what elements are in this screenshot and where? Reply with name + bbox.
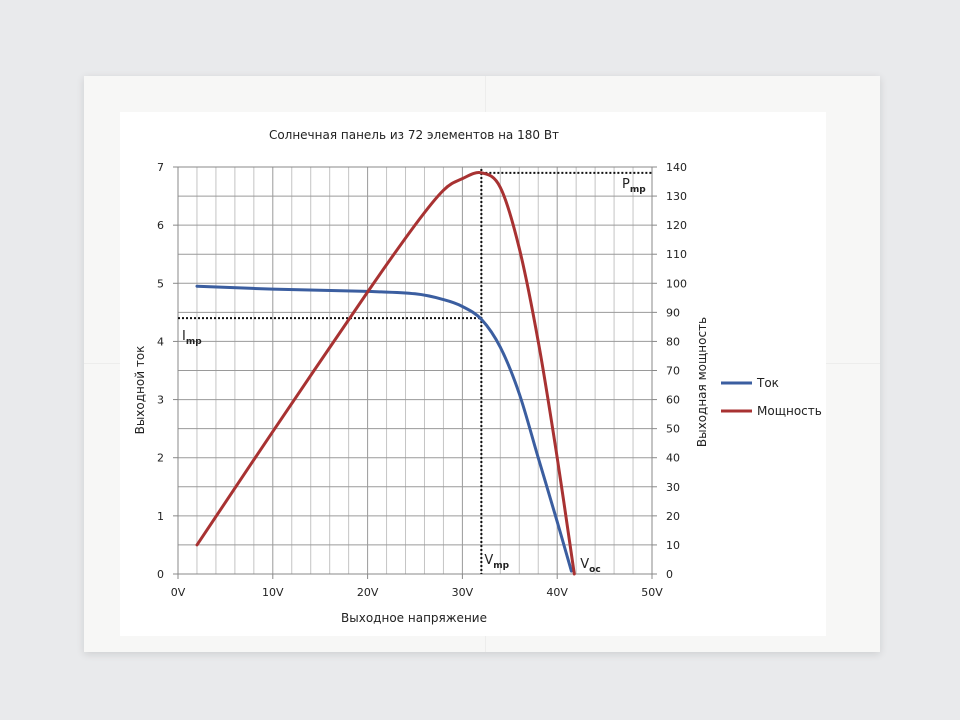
power-series-line bbox=[195, 171, 576, 576]
series-lines bbox=[195, 171, 576, 576]
y2-tick-label: 80 bbox=[666, 335, 680, 348]
y2-tick-label: 140 bbox=[666, 161, 687, 174]
y2-tick-label: 90 bbox=[666, 306, 680, 319]
x-axis-title: Выходное напряжение bbox=[341, 611, 487, 625]
y2-tick-label: 0 bbox=[666, 568, 673, 581]
chart-sheet: Солнечная панель из 72 элементов на 180 … bbox=[120, 112, 826, 636]
grid bbox=[177, 166, 653, 575]
plot-frame bbox=[173, 166, 657, 579]
y-tick-label: 5 bbox=[157, 277, 164, 290]
y-tick-labels: 0 1 2 3 4 5 6 7 bbox=[157, 161, 164, 581]
reference-lines bbox=[178, 169, 652, 574]
current-series-line bbox=[195, 284, 573, 573]
x-tick-label: 0V bbox=[171, 586, 186, 599]
y-tick-label: 7 bbox=[157, 161, 164, 174]
y2-tick-label: 20 bbox=[666, 510, 680, 523]
legend-label-current: Ток bbox=[756, 376, 779, 390]
x-tick-label: 50V bbox=[641, 586, 663, 599]
legend: Ток Мощность bbox=[721, 376, 822, 418]
vmp-annotation: Vmp bbox=[484, 553, 509, 571]
voc-annotation: Voc bbox=[580, 557, 600, 575]
y2-tick-label: 130 bbox=[666, 190, 687, 203]
y-axis-title: Выходной ток bbox=[133, 346, 147, 435]
y2-tick-label: 10 bbox=[666, 539, 680, 552]
pmp-annotation: Pmp bbox=[622, 177, 646, 195]
x-tick-label: 20V bbox=[357, 586, 379, 599]
y2-tick-label: 70 bbox=[666, 365, 680, 378]
y2-tick-label: 110 bbox=[666, 248, 687, 261]
y2-axis-title: Выходная мощность bbox=[695, 317, 709, 447]
x-tick-label: 30V bbox=[452, 586, 474, 599]
y-tick-label: 4 bbox=[157, 335, 164, 348]
x-tick-label: 10V bbox=[262, 586, 284, 599]
y-tick-label: 1 bbox=[157, 510, 164, 523]
y2-tick-label: 40 bbox=[666, 452, 680, 465]
legend-label-power: Мощность bbox=[757, 404, 822, 418]
y2-tick-label: 120 bbox=[666, 219, 687, 232]
x-tick-labels: 0V 10V 20V 30V 40V 50V bbox=[171, 586, 663, 599]
imp-annotation: Imp bbox=[182, 329, 202, 347]
y2-tick-label: 60 bbox=[666, 394, 680, 407]
y-tick-label: 0 bbox=[157, 568, 164, 581]
y2-tick-label: 100 bbox=[666, 277, 687, 290]
y2-tick-label: 30 bbox=[666, 481, 680, 494]
y2-tick-labels: 0 10 20 30 40 50 60 70 80 90 100 110 120 130 140 bbox=[666, 161, 687, 581]
annotations: Imp Vmp Pmp Voc bbox=[182, 177, 646, 575]
y-tick-label: 6 bbox=[157, 219, 164, 232]
y-tick-label: 2 bbox=[157, 452, 164, 465]
y-tick-label: 3 bbox=[157, 394, 164, 407]
chart-title: Солнечная панель из 72 элементов на 180 … bbox=[269, 128, 559, 142]
solar-panel-chart: Солнечная панель из 72 элементов на 180 … bbox=[133, 128, 822, 625]
x-tick-label: 40V bbox=[546, 586, 568, 599]
y2-tick-label: 50 bbox=[666, 423, 680, 436]
